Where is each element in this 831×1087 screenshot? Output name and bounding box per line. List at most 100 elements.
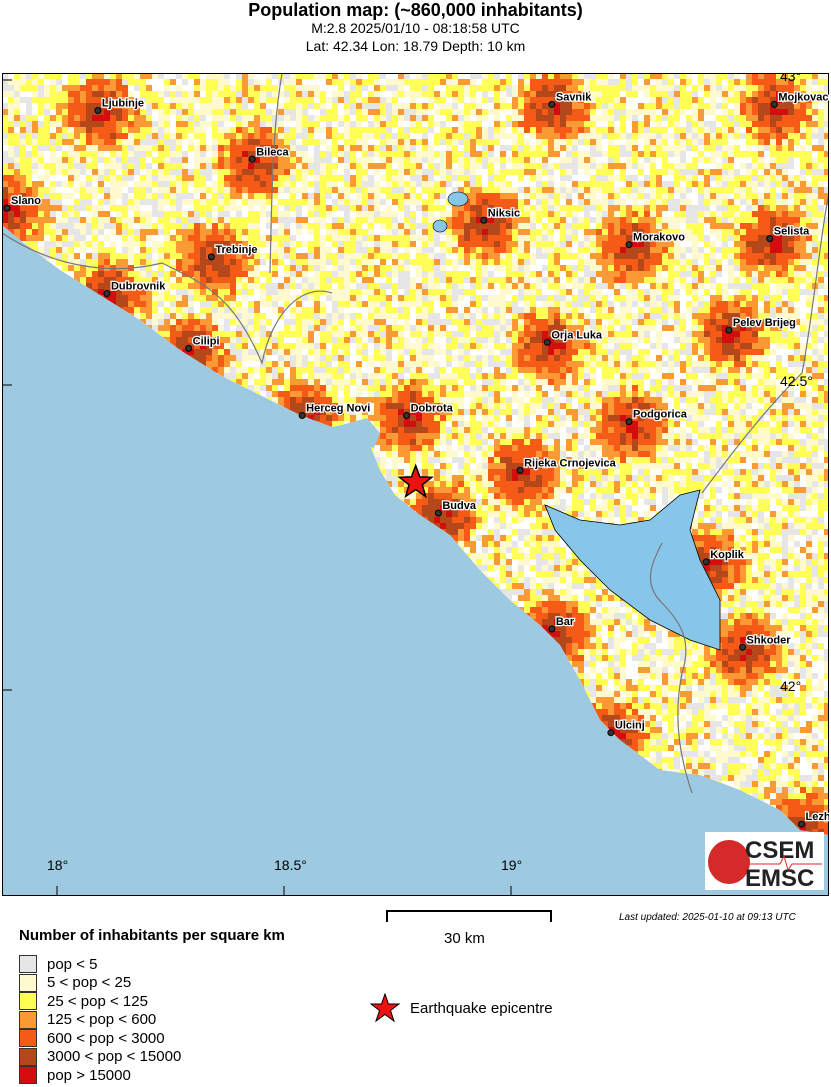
city-marker — [207, 253, 215, 261]
city-marker — [625, 418, 633, 426]
legend-swatch — [19, 992, 37, 1010]
city-marker — [548, 625, 556, 633]
city-rijeka-crnojevica[interactable]: Rijeka Crnojevica — [516, 456, 618, 474]
event-info: M:2.8 2025/01/10 - 08:18:58 UTC — [311, 20, 520, 36]
emsc-logo: CSEM EMSC — [705, 832, 824, 892]
city-label: Mojkovac — [778, 91, 828, 103]
city-ulcinj[interactable]: Ulcinj — [607, 718, 646, 737]
city-label: Dubrovnik — [111, 281, 166, 293]
legend-swatch — [19, 1010, 37, 1029]
legend-item: pop > 15000 — [19, 1066, 131, 1084]
population-map[interactable]: 18° 18.5° 19° 43° 42.5° 42° Ljubinje Bileca Sla… — [2, 73, 829, 896]
legend-title: Number of inhabitants per square km — [19, 927, 285, 944]
lon-tick-label: 19° — [501, 857, 522, 873]
legend-label: pop > 15000 — [47, 1066, 131, 1084]
city-label: Herceg Novi — [306, 403, 370, 415]
city-pelev-brijeg[interactable]: Pelev Brijeg — [725, 316, 797, 334]
city-label: Shkoder — [747, 634, 792, 646]
city-label: Lezhe — [806, 811, 829, 823]
city-lezhe[interactable]: Lezhe — [798, 810, 829, 828]
city-label: Bar — [556, 616, 575, 628]
city-trebinje[interactable]: Trebinje — [207, 243, 259, 261]
city-label: Ljubinje — [102, 98, 144, 110]
legend-item: pop < 5 — [19, 955, 97, 973]
city-label: Podgorica — [633, 409, 688, 421]
legend-label: 600 < pop < 3000 — [47, 1029, 165, 1047]
map-title: Population map: (~860,000 inhabitants) — [248, 0, 583, 20]
city-label: Niksic — [488, 207, 520, 219]
lon-tick-label: 18.5° — [274, 857, 307, 873]
city-bar[interactable]: Bar — [548, 615, 576, 633]
city-mojkovac[interactable]: Mojkovac — [770, 90, 829, 108]
city-marker — [480, 216, 488, 224]
city-label: Morakovo — [633, 232, 685, 244]
legend-item: 600 < pop < 3000 — [19, 1029, 165, 1047]
city-label: Orja Luka — [551, 329, 603, 341]
city-label: Dobrota — [411, 403, 454, 415]
star-icon — [397, 463, 434, 499]
city-marker — [725, 326, 733, 334]
city-shkoder[interactable]: Shkoder — [739, 633, 793, 651]
city-koplik[interactable]: Koplik — [702, 548, 746, 566]
city-niksic[interactable]: Niksic — [480, 206, 521, 224]
city-marker — [403, 412, 411, 419]
city-ljubinje[interactable]: Ljubinje — [94, 96, 145, 114]
legend-item: 25 < pop < 125 — [19, 992, 148, 1010]
legend-label: 25 < pop < 125 — [47, 992, 148, 1010]
last-updated: Last updated: 2025-01-10 at 09:13 UTC — [619, 912, 796, 923]
lake-skadar — [544, 489, 721, 651]
city-label: Ulcinj — [615, 720, 645, 732]
city-marker — [766, 235, 774, 243]
lat-tick-label: 42.5° — [780, 373, 813, 389]
city-marker — [3, 204, 11, 212]
city-podgorica[interactable]: Podgorica — [625, 407, 689, 426]
city-dobrota[interactable]: Dobrota — [403, 401, 455, 419]
city-label: Savnik — [556, 91, 592, 103]
city-selista[interactable]: Selista — [766, 224, 811, 243]
lake — [447, 191, 469, 207]
map-frame — [2, 73, 829, 896]
city-label: Bileca — [256, 146, 289, 158]
city-herceg-novi[interactable]: Herceg Novi — [298, 401, 372, 419]
city-marker — [516, 466, 524, 474]
city-label: Pelev Brijeg — [733, 317, 796, 329]
epicentre-marker[interactable] — [397, 463, 434, 499]
lat-tick-label: 43° — [780, 73, 801, 84]
legend-swatch — [19, 973, 37, 992]
legend-swatch — [19, 1066, 37, 1084]
city-marker — [103, 290, 111, 297]
legend-swatch — [19, 1029, 37, 1047]
city-orja-luka[interactable]: Orja Luka — [543, 328, 604, 346]
city-marker — [298, 412, 306, 419]
epicentre-legend: Earthquake epicentre — [370, 993, 553, 1023]
city-label: Slano — [11, 195, 41, 207]
city-marker — [94, 107, 102, 114]
city-dubrovnik[interactable]: Dubrovnik — [103, 279, 167, 297]
city-label: Koplik — [710, 549, 744, 561]
borders — [2, 73, 829, 794]
legend-label: pop < 5 — [47, 955, 98, 973]
epicentre-legend-label: Earthquake epicentre — [410, 999, 553, 1017]
scale-label: 30 km — [444, 930, 485, 947]
city-marker — [625, 241, 633, 249]
bay-of-kotor — [302, 418, 380, 448]
city-budva[interactable]: Budva — [434, 499, 478, 517]
city-marker — [607, 729, 615, 737]
city-marker — [702, 558, 710, 566]
legend-item: 5 < pop < 25 — [19, 973, 132, 992]
legend-item: 125 < pop < 600 — [19, 1010, 157, 1029]
city-marker — [185, 344, 193, 352]
city-label: Selista — [774, 226, 810, 238]
city-morakovo[interactable]: Morakovo — [625, 230, 687, 249]
city-label: Budva — [442, 500, 477, 512]
event-location: Lat: 42.34 Lon: 18.79 Depth: 10 km — [305, 38, 526, 54]
legend-label: 125 < pop < 600 — [47, 1011, 157, 1028]
city-marker — [248, 155, 256, 163]
legend-label: 5 < pop < 25 — [47, 974, 132, 991]
scale-bar — [386, 910, 552, 922]
city-savnik[interactable]: Savnik — [548, 90, 593, 108]
city-marker — [798, 820, 806, 828]
city-slano[interactable]: Slano — [3, 194, 43, 212]
city-bileca[interactable]: Bileca — [248, 145, 291, 163]
city-cilipi[interactable]: Cilipi — [185, 334, 221, 352]
